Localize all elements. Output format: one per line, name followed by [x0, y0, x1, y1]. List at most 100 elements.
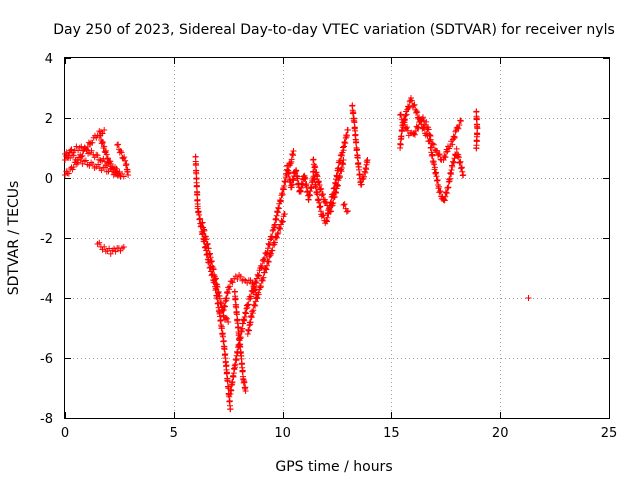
data-point — [436, 189, 443, 196]
data-point — [260, 274, 267, 281]
data-point — [278, 217, 285, 224]
data-point — [115, 141, 122, 148]
data-point — [441, 197, 448, 204]
data-point — [361, 173, 367, 180]
data-point — [103, 147, 109, 154]
data-point — [101, 127, 108, 133]
data-point — [408, 97, 415, 104]
data-point — [408, 95, 414, 101]
data-point — [264, 258, 271, 264]
data-point — [287, 160, 294, 167]
data-point — [455, 154, 462, 161]
data-point — [420, 114, 426, 121]
data-point — [356, 166, 362, 173]
data-point — [460, 172, 467, 178]
data-point — [246, 327, 252, 334]
data-point — [456, 122, 463, 128]
data-point — [354, 155, 361, 161]
data-point — [216, 295, 223, 302]
data-point — [70, 164, 77, 170]
data-point — [261, 269, 268, 276]
y-tick-label: 2 — [45, 112, 53, 127]
data-point — [412, 128, 419, 134]
data-point — [121, 154, 128, 161]
data-point — [451, 134, 458, 140]
data-point — [113, 170, 120, 177]
data-point — [277, 198, 284, 205]
data-point — [313, 184, 320, 191]
data-point — [96, 133, 103, 139]
data-point — [455, 125, 462, 132]
data-point — [441, 152, 448, 159]
data-point — [94, 152, 101, 159]
data-point — [254, 271, 261, 278]
data-point — [107, 158, 114, 165]
data-point — [399, 128, 406, 135]
data-point — [302, 175, 309, 182]
data-point — [117, 148, 124, 154]
chart-title: Day 250 of 2023, Sidereal Day-to-day VTE… — [53, 22, 615, 38]
data-point — [101, 143, 108, 150]
data-point — [318, 185, 325, 192]
data-point — [267, 236, 274, 243]
data-point — [285, 170, 292, 177]
data-point — [224, 370, 230, 376]
data-point — [245, 301, 252, 308]
data-point — [228, 387, 235, 394]
data-point — [107, 250, 114, 257]
data-point — [224, 378, 231, 385]
data-point — [402, 112, 409, 119]
data-point — [251, 301, 258, 308]
data-point — [118, 149, 125, 156]
x-axis-label: GPS time / hours — [275, 459, 392, 475]
data-point — [261, 255, 268, 261]
data-point — [268, 250, 275, 257]
data-point — [452, 128, 459, 135]
data-point — [250, 283, 257, 290]
data-point — [237, 344, 244, 350]
data-point — [273, 234, 280, 241]
data-point — [411, 101, 418, 108]
data-point — [103, 151, 110, 158]
data-point — [334, 182, 341, 189]
data-point — [289, 181, 296, 188]
data-point — [65, 170, 72, 177]
data-point — [255, 273, 262, 280]
data-point — [222, 303, 228, 310]
data-point — [125, 172, 132, 178]
data-point — [114, 172, 121, 178]
data-point — [423, 118, 430, 125]
data-point — [421, 124, 427, 131]
data-point — [358, 181, 365, 188]
data-point — [272, 239, 278, 246]
y-tick-label: -8 — [40, 412, 53, 427]
data-point — [449, 141, 456, 148]
data-point — [311, 176, 318, 183]
data-point — [101, 243, 108, 250]
data-point — [451, 135, 458, 142]
data-point — [435, 183, 442, 190]
data-point — [434, 147, 441, 154]
data-point — [237, 273, 244, 280]
data-point — [314, 173, 321, 180]
data-point — [227, 406, 234, 412]
data-point — [63, 149, 70, 156]
data-point — [426, 132, 433, 139]
data-point — [437, 156, 444, 163]
data-point — [249, 279, 256, 286]
data-point — [340, 202, 347, 208]
data-point — [96, 156, 103, 163]
x-tick-label: 15 — [383, 426, 400, 441]
data-point — [220, 337, 227, 344]
data-point — [317, 186, 324, 193]
data-point — [273, 233, 280, 240]
data-point — [340, 157, 347, 163]
data-point — [257, 284, 264, 291]
data-point — [229, 279, 236, 286]
data-point — [99, 138, 106, 145]
data-point — [212, 275, 219, 282]
data-point — [290, 148, 297, 154]
data-point — [276, 225, 283, 232]
data-point — [473, 145, 480, 151]
data-point — [294, 175, 301, 182]
